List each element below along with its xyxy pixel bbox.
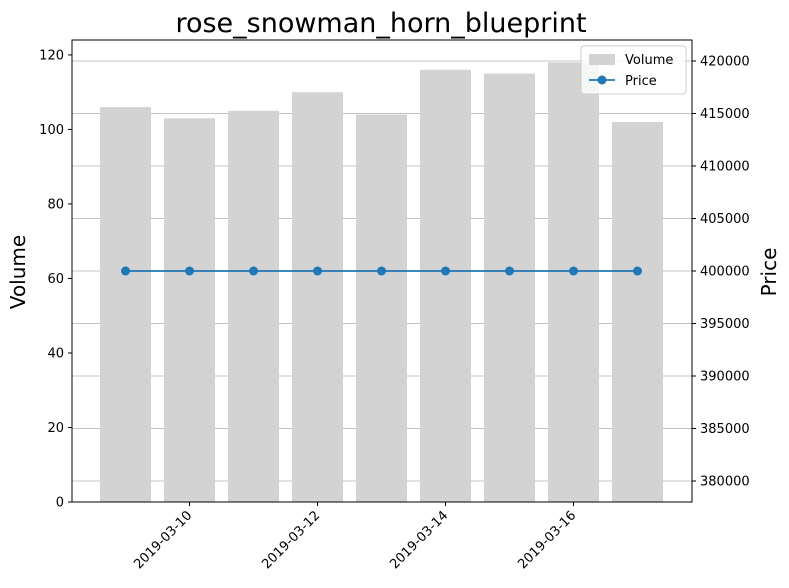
- y2-tick-label: 395000: [700, 317, 750, 332]
- price-point-2019-03-17: [633, 266, 642, 276]
- y-tick-label: 40: [47, 346, 64, 361]
- x-tick-label: 2019-03-16: [515, 508, 579, 572]
- y2-tick-label: 400000: [700, 265, 750, 280]
- volume-bar-2019-03-17: [612, 121, 663, 502]
- price-point-2019-03-14: [441, 266, 450, 276]
- price-point-2019-03-10: [185, 266, 194, 276]
- y2-tick-label: 415000: [700, 107, 750, 122]
- y-tick-label: 60: [47, 272, 64, 287]
- legend-price-label: Price: [625, 74, 657, 89]
- x-tick-label: 2019-03-12: [259, 508, 323, 572]
- y2-tick-label: 390000: [700, 370, 750, 385]
- y-axis-label-price: Price: [757, 248, 781, 297]
- chart-title: rose_snowman_horn_blueprint: [175, 8, 586, 39]
- y2-tick-label: 405000: [700, 212, 750, 227]
- price-point-2019-03-09: [121, 266, 130, 276]
- volume-bar-2019-03-13: [356, 114, 407, 503]
- y-tick-label: 20: [47, 421, 64, 436]
- volume-bars: [100, 62, 663, 503]
- x-tick-label: 2019-03-14: [387, 508, 451, 572]
- volume-bar-2019-03-15: [484, 73, 535, 502]
- price-point-2019-03-12: [313, 266, 322, 276]
- price-point-2019-03-16: [569, 266, 578, 276]
- y-axis-label-volume: Volume: [6, 235, 30, 309]
- y-tick-label: 0: [56, 496, 64, 511]
- legend: Volume Price: [580, 45, 687, 95]
- legend-volume-swatch: [589, 54, 615, 65]
- y2-tick-label: 385000: [700, 422, 750, 437]
- volume-bar-2019-03-14: [420, 69, 471, 502]
- y-tick-label: 100: [39, 123, 64, 138]
- price-point-2019-03-15: [505, 266, 514, 276]
- volume-bar-2019-03-11: [228, 110, 279, 503]
- price-point-2019-03-13: [377, 266, 386, 276]
- x-tick-label: 2019-03-10: [131, 508, 195, 572]
- volume-bar-2019-03-16: [548, 62, 599, 503]
- y2-tick-label: 420000: [700, 55, 750, 70]
- price-line: [121, 266, 642, 276]
- y2-tick-label: 380000: [700, 475, 750, 490]
- price-point-2019-03-11: [249, 266, 258, 276]
- legend-price-marker: [597, 75, 607, 85]
- volume-bar-2019-03-10: [164, 118, 215, 502]
- y-tick-label: 80: [47, 197, 64, 212]
- volume-bar-2019-03-12: [292, 92, 343, 503]
- y-tick-label: 120: [39, 48, 64, 63]
- volume-bar-2019-03-09: [100, 107, 151, 502]
- legend-volume-label: Volume: [625, 53, 673, 68]
- y2-tick-label: 410000: [700, 160, 750, 175]
